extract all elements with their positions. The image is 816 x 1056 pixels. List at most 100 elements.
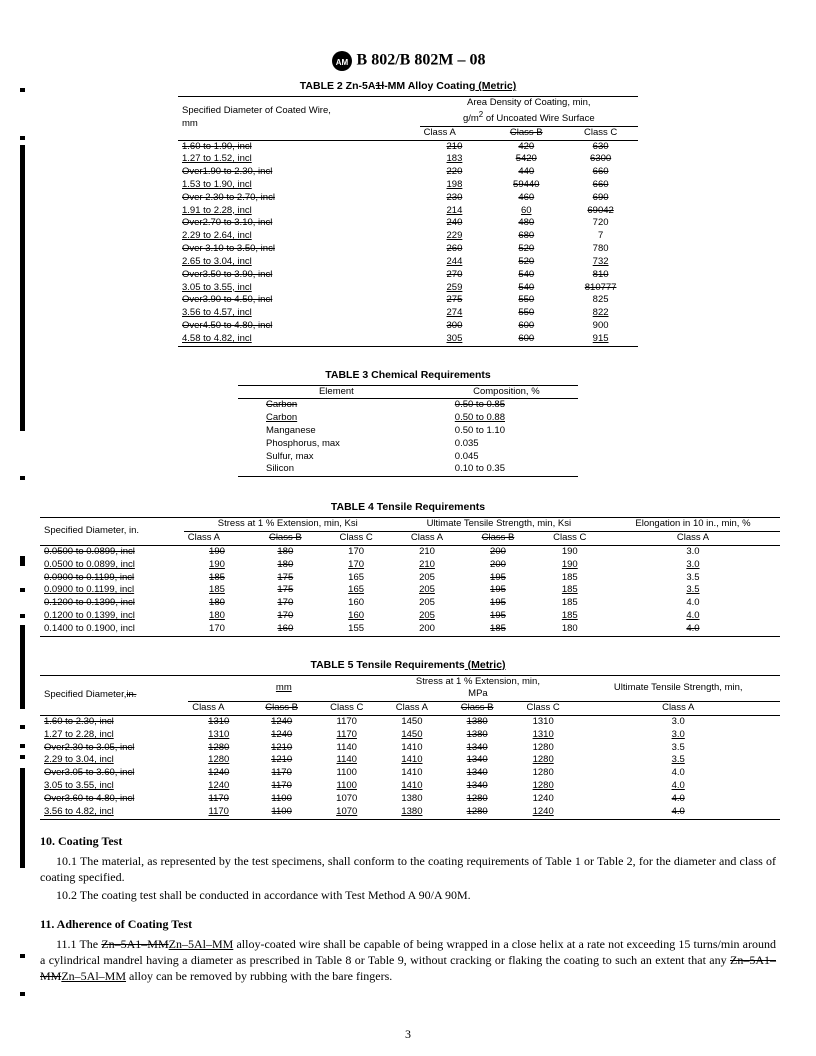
table-row: 0.0500 to 0.0899, incl190180170210200190…: [40, 545, 780, 558]
cell: Over3.90 to 4.50, incl: [178, 294, 420, 307]
cell: 1280: [444, 793, 510, 806]
cell: 180: [250, 545, 320, 558]
table-row: 1.53 to 1.90, incl19859440660: [178, 179, 638, 192]
cell: 205: [392, 610, 463, 623]
cell: Over 3.10 to 3.50, incl: [178, 243, 420, 256]
table-row: Phosphorus, max0.035: [238, 438, 578, 451]
designation: B 802/B 802M – 08: [357, 52, 486, 69]
cell: 1140: [314, 754, 379, 767]
table-row: Over2.70 to 3.10, incl240480720: [178, 217, 638, 230]
cell: 3.0: [606, 559, 780, 572]
table-row: 0.1200 to 0.1399, incl180170160205195185…: [40, 610, 780, 623]
cell: 1280: [510, 767, 576, 780]
cell: 2.65 to 3.04, incl: [178, 256, 420, 269]
cell: 520: [489, 243, 563, 256]
t5-cC2: Class C: [510, 702, 576, 716]
cell: 915: [563, 333, 638, 346]
cell: 600: [489, 333, 563, 346]
t4-g3: Elongation in 10 in., min, %: [606, 518, 780, 532]
cell: 1310: [188, 716, 249, 729]
table-row: Over 3.10 to 3.50, incl260520780: [178, 243, 638, 256]
cell: 1170: [188, 806, 249, 819]
change-bar: [20, 992, 25, 996]
cell: 275: [420, 294, 490, 307]
cell: 810: [563, 269, 638, 282]
table-row: 3.05 to 3.55, incl259540810777: [178, 282, 638, 295]
cell: Over2.30 to 3.05, incl: [40, 742, 188, 755]
cell: 1240: [188, 780, 249, 793]
cell: 3.5: [576, 742, 780, 755]
cell: 1410: [379, 742, 444, 755]
cell: 1410: [379, 780, 444, 793]
cell: 274: [420, 307, 490, 320]
cell: 170: [184, 623, 250, 636]
cell: 1.91 to 2.28, incl: [178, 205, 420, 218]
cell: 4.0: [576, 806, 780, 819]
cell: 1240: [249, 716, 314, 729]
cell: 3.5: [606, 572, 780, 585]
t3-col1: Element: [238, 385, 435, 399]
cell: 1380: [444, 716, 510, 729]
section11-p1: 11.1 The Zn–5A1–MMZn–5Al–MM alloy-coated…: [40, 936, 776, 985]
cell: 0.50 to 0.88: [435, 412, 578, 425]
change-bar: [20, 136, 25, 140]
cell: Carbon: [238, 412, 435, 425]
t4-cB2: Class B: [462, 532, 533, 546]
cell: 0.1200 to 0.1399, incl: [40, 610, 184, 623]
table5-caption: TABLE 5 Tensile Requirements (Metric): [40, 659, 776, 671]
table3: Element Composition, % Carbon0.50 to 0.8…: [238, 385, 578, 478]
cell: 185: [534, 597, 606, 610]
table-row: 2.65 to 3.04, incl244520732: [178, 256, 638, 269]
cell: 170: [321, 559, 392, 572]
cell: 1380: [444, 729, 510, 742]
cell: 185: [462, 623, 533, 636]
cell: 822: [563, 307, 638, 320]
cell: 260: [420, 243, 490, 256]
table-row: 1.27 to 2.28, incl1310124011701450138013…: [40, 729, 780, 742]
table-row: 0.1400 to 0.1900, incl170160155200185180…: [40, 623, 780, 636]
cell: 220: [420, 166, 490, 179]
cell: 0.0500 to 0.0899, incl: [40, 559, 184, 572]
change-bar: [20, 588, 25, 592]
cell: 185: [534, 572, 606, 585]
cell: 1.27 to 1.52, incl: [178, 153, 420, 166]
cell: 1240: [249, 729, 314, 742]
cell: 1100: [249, 793, 314, 806]
table-row: 2.29 to 3.04, incl1280121011401410134012…: [40, 754, 780, 767]
cell: 270: [420, 269, 490, 282]
cell: 200: [392, 623, 463, 636]
cell: 3.05 to 3.55, incl: [178, 282, 420, 295]
cell: 810777: [563, 282, 638, 295]
cell: 200: [462, 559, 533, 572]
cell: 190: [534, 545, 606, 558]
cell: 205: [392, 572, 463, 585]
cell: 170: [250, 597, 320, 610]
cell: 1100: [249, 806, 314, 819]
table-row: 3.56 to 4.57, incl274550822: [178, 307, 638, 320]
cell: 195: [462, 597, 533, 610]
cell: 185: [184, 572, 250, 585]
table-row: Silicon0.10 to 0.35: [238, 463, 578, 476]
cell: 2.29 to 3.04, incl: [40, 754, 188, 767]
cell: 1280: [510, 742, 576, 755]
cell: 190: [534, 559, 606, 572]
t2-classB: Class B: [489, 127, 563, 140]
cell: 180: [184, 610, 250, 623]
table-row: 3.56 to 4.82, incl1170110010701380128012…: [40, 806, 780, 819]
t4-cA3: Class A: [606, 532, 780, 546]
t4-g1: Stress at 1 % Extension, min, Ksi: [184, 518, 392, 532]
cell: 1280: [444, 806, 510, 819]
astm-logo-icon: AM: [331, 50, 353, 72]
t4-cC1: Class C: [321, 532, 392, 546]
cell: 660: [563, 179, 638, 192]
table4-caption: TABLE 4 Tensile Requirements: [40, 501, 776, 513]
table-row: Sulfur, max0.045: [238, 451, 578, 464]
t5-cA3: Class A: [576, 702, 780, 716]
t4-g2: Ultimate Tensile Strength, min, Ksi: [392, 518, 606, 532]
change-bar: [20, 768, 25, 868]
table-row: Manganese0.50 to 1.10: [238, 425, 578, 438]
cell: Manganese: [238, 425, 435, 438]
page-number: 3: [0, 1027, 816, 1042]
table-row: 1.91 to 2.28, incl2146069042: [178, 205, 638, 218]
cell: 183: [420, 153, 490, 166]
